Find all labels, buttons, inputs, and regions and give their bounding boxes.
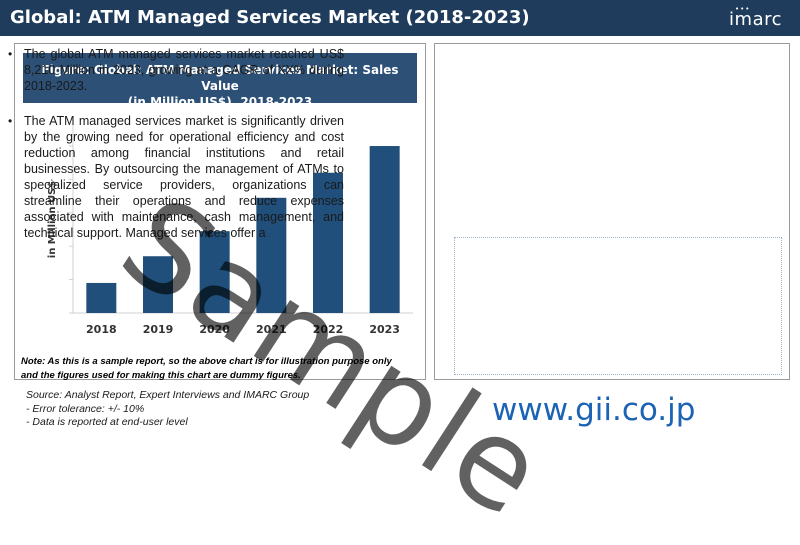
bullet-symbol: • [8, 114, 13, 128]
page-title: Global: ATM Managed Services Market (201… [10, 7, 530, 28]
x-tick-label-2018: 2018 [86, 323, 117, 336]
bar-chart: 2018 2019 2020 2021 2022 2023 in Million US$ [47, 122, 413, 336]
bullet-text: The global ATM managed services market r… [24, 47, 344, 93]
figure-title: Figure: Global: ATM Managed Services Mar… [23, 53, 417, 109]
bullet-text: The ATM managed services market is signi… [24, 114, 344, 240]
bullet-item-2: • The ATM managed services market is sig… [8, 113, 344, 241]
bar-2019 [143, 256, 173, 313]
error-tolerance-line: - Error tolerance: +/- 10% [26, 402, 145, 415]
summary-panel [434, 43, 790, 380]
bar-2022 [313, 172, 343, 313]
x-tick-label-2019: 2019 [143, 323, 174, 336]
source-line: Source: Analyst Report, Expert Interview… [26, 389, 310, 401]
header-bar: Global: ATM Managed Services Market (201… [0, 0, 800, 36]
bullet-item-1: • The global ATM managed services market… [8, 46, 344, 94]
bullet-symbol: • [8, 47, 13, 61]
y-axis-label: in Million US$ [47, 181, 58, 258]
content-placeholder-box [454, 237, 782, 375]
note-line1: Note: As this is a sample report, so the… [21, 356, 392, 367]
imarc-logo: ••• imarc [729, 5, 782, 30]
gii-watermark-link: www.gii.co.jp [492, 392, 696, 428]
figure-title-line2: (in Million US$), 2018-2023 [127, 95, 313, 109]
figure-title-line1: Figure: Global: ATM Managed Services Mar… [41, 63, 399, 93]
bar-2020 [199, 231, 230, 313]
bar-2021 [256, 197, 287, 313]
bar-2023 [369, 146, 400, 313]
note-line2: and the figures used for making this cha… [21, 370, 301, 381]
bar-2018 [86, 282, 117, 313]
x-tick-label-2020: 2020 [199, 323, 230, 336]
chart-panel: Figure: Global: ATM Managed Services Mar… [14, 43, 426, 383]
chart-note: Note: As this is a sample report, so the… [21, 355, 421, 383]
x-tick-label-2023: 2023 [369, 323, 400, 336]
x-tick-label-2022: 2022 [313, 323, 344, 336]
sources-block: Source: Analyst Report, Expert Interview… [26, 389, 309, 430]
x-tick-label-2021: 2021 [256, 323, 287, 336]
logo-text: imarc [729, 9, 782, 30]
data-level-line: - Data is reported at end-user level [26, 416, 188, 428]
logo-dots: ••• [735, 5, 751, 13]
